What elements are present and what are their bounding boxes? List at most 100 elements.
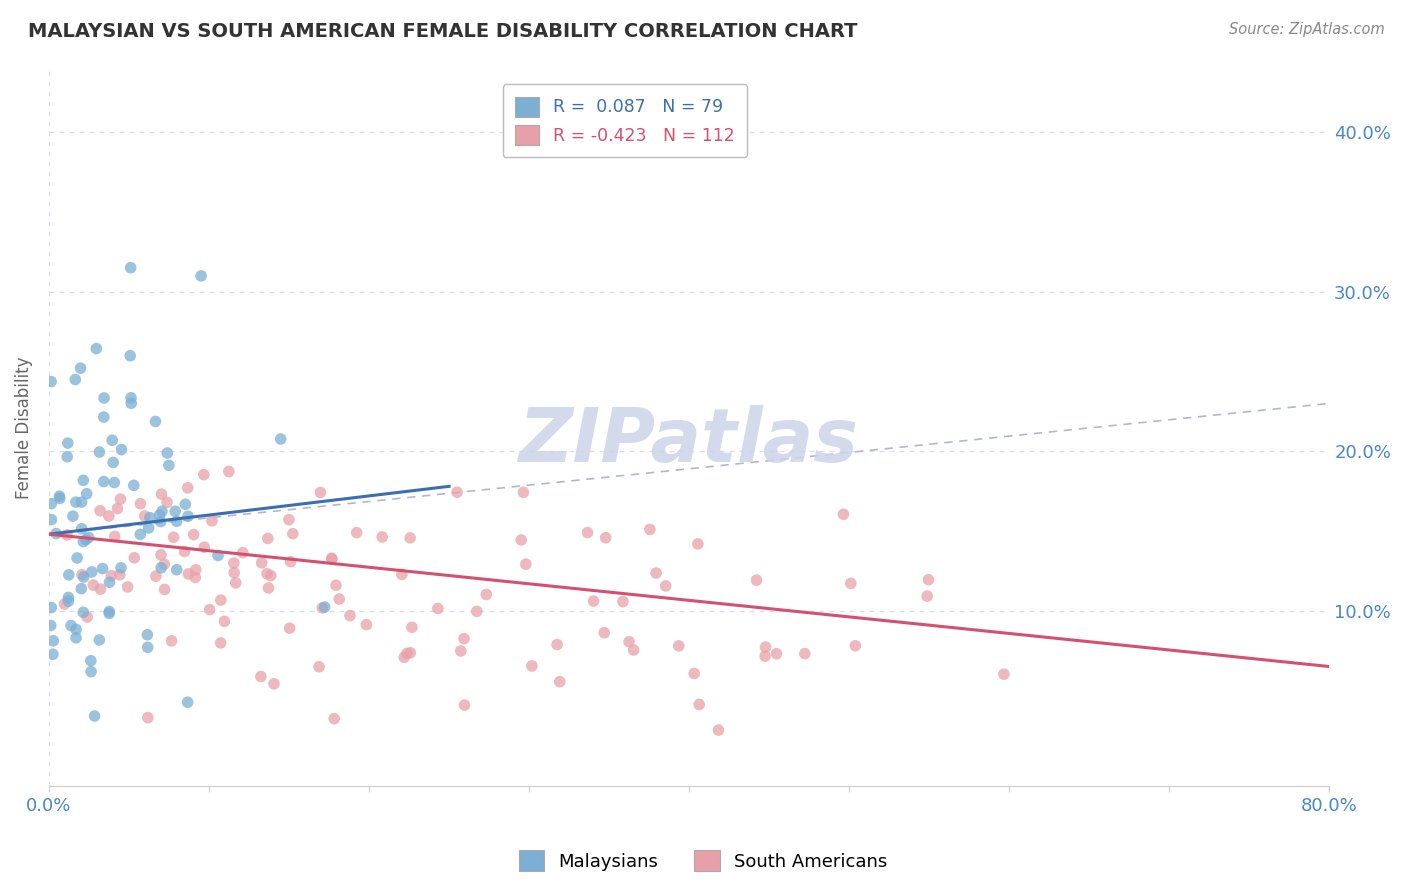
Point bbox=[153, 558, 176, 572]
Point bbox=[100, 568, 122, 582]
Point bbox=[72, 605, 94, 619]
Point bbox=[156, 495, 179, 509]
Point bbox=[65, 372, 87, 386]
Point bbox=[346, 525, 368, 540]
Point bbox=[101, 434, 124, 448]
Point bbox=[150, 487, 173, 501]
Point bbox=[62, 509, 84, 524]
Point bbox=[356, 617, 378, 632]
Point bbox=[177, 566, 200, 581]
Point bbox=[56, 436, 79, 450]
Point bbox=[645, 566, 668, 580]
Point bbox=[39, 600, 62, 615]
Point bbox=[222, 556, 245, 570]
Point bbox=[832, 508, 855, 522]
Point bbox=[515, 557, 537, 571]
Point bbox=[153, 582, 176, 597]
Point bbox=[475, 587, 498, 601]
Point bbox=[209, 636, 232, 650]
Point bbox=[225, 575, 247, 590]
Point bbox=[426, 601, 449, 615]
Point bbox=[582, 594, 605, 608]
Point bbox=[58, 594, 80, 608]
Point bbox=[65, 631, 87, 645]
Point bbox=[65, 623, 87, 637]
Point bbox=[60, 618, 83, 632]
Point bbox=[48, 489, 70, 503]
Point bbox=[149, 515, 172, 529]
Point bbox=[915, 589, 938, 603]
Point bbox=[145, 569, 167, 583]
Point bbox=[86, 342, 108, 356]
Point bbox=[122, 478, 145, 492]
Point bbox=[512, 485, 534, 500]
Point bbox=[145, 415, 167, 429]
Point bbox=[97, 508, 120, 523]
Point bbox=[510, 533, 533, 547]
Legend: Malaysians, South Americans: Malaysians, South Americans bbox=[512, 843, 894, 879]
Point bbox=[323, 712, 346, 726]
Point bbox=[166, 563, 188, 577]
Point bbox=[110, 561, 132, 575]
Point bbox=[754, 640, 776, 654]
Point bbox=[70, 495, 93, 509]
Point bbox=[120, 349, 142, 363]
Point bbox=[453, 632, 475, 646]
Point bbox=[120, 260, 142, 275]
Point bbox=[129, 497, 152, 511]
Point bbox=[66, 550, 89, 565]
Point bbox=[446, 485, 468, 500]
Point bbox=[683, 666, 706, 681]
Point bbox=[399, 531, 422, 545]
Point bbox=[177, 509, 200, 524]
Point bbox=[314, 600, 336, 615]
Point bbox=[162, 530, 184, 544]
Point bbox=[394, 650, 416, 665]
Point bbox=[89, 632, 111, 647]
Point bbox=[190, 268, 212, 283]
Point bbox=[108, 567, 131, 582]
Point bbox=[150, 504, 173, 518]
Point bbox=[263, 677, 285, 691]
Point bbox=[156, 446, 179, 460]
Point bbox=[281, 526, 304, 541]
Point bbox=[76, 487, 98, 501]
Point bbox=[250, 556, 273, 570]
Point bbox=[183, 527, 205, 541]
Point bbox=[77, 531, 100, 545]
Point bbox=[107, 501, 129, 516]
Point bbox=[214, 615, 236, 629]
Point bbox=[41, 497, 63, 511]
Point bbox=[75, 533, 97, 547]
Point bbox=[745, 573, 768, 587]
Point bbox=[520, 659, 543, 673]
Point bbox=[69, 361, 91, 376]
Point bbox=[593, 625, 616, 640]
Point bbox=[148, 508, 170, 522]
Point bbox=[80, 565, 103, 579]
Point bbox=[157, 458, 180, 473]
Point bbox=[48, 491, 70, 506]
Point bbox=[93, 410, 115, 425]
Point bbox=[173, 544, 195, 558]
Point bbox=[70, 582, 93, 596]
Text: ZIPatlas: ZIPatlas bbox=[519, 405, 859, 478]
Point bbox=[80, 654, 103, 668]
Point bbox=[668, 639, 690, 653]
Point bbox=[72, 473, 94, 487]
Point bbox=[218, 465, 240, 479]
Point bbox=[256, 566, 278, 581]
Point bbox=[91, 561, 114, 575]
Point bbox=[103, 475, 125, 490]
Point bbox=[278, 513, 301, 527]
Point bbox=[98, 607, 121, 621]
Point bbox=[224, 566, 246, 580]
Point bbox=[56, 528, 79, 542]
Point bbox=[595, 531, 617, 545]
Point bbox=[399, 646, 422, 660]
Point bbox=[41, 512, 63, 526]
Point bbox=[688, 698, 710, 712]
Point bbox=[42, 633, 65, 648]
Point bbox=[308, 659, 330, 673]
Point bbox=[45, 526, 67, 541]
